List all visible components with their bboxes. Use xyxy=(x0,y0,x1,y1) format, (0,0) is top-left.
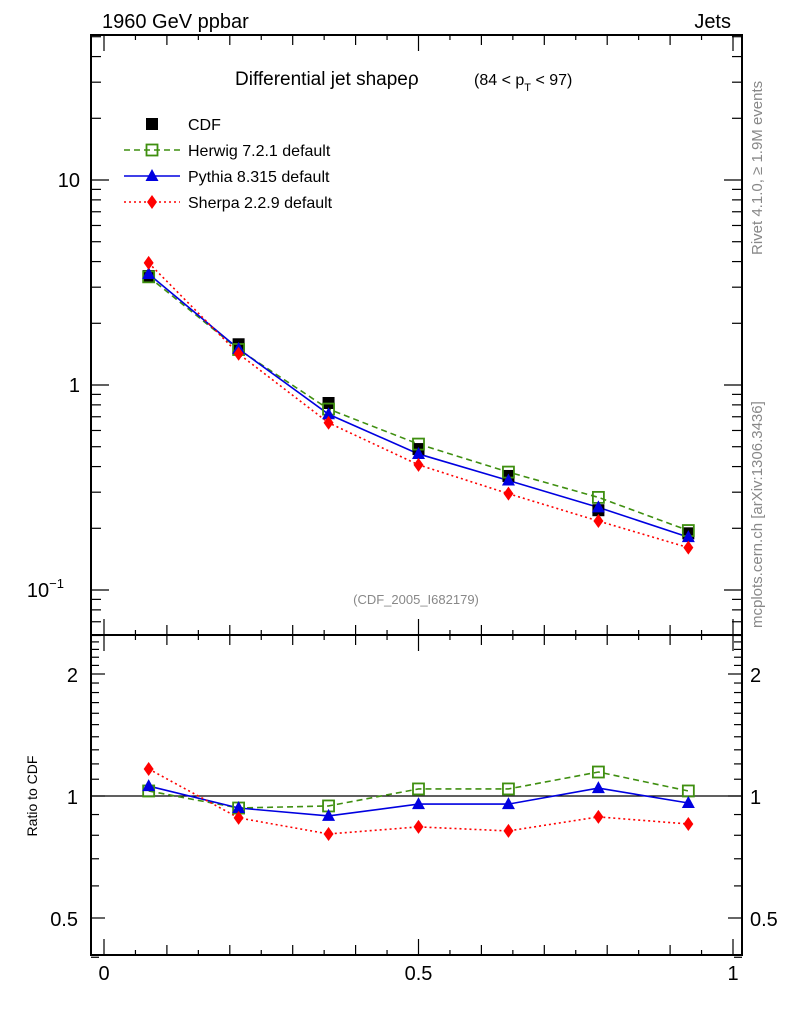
mcplots-label: mcplots.cern.ch [arXiv:1306.3436] xyxy=(749,401,766,628)
ratio-herwig-point xyxy=(412,782,425,796)
ratio-pythia-point xyxy=(232,801,246,814)
header-right: Jets xyxy=(694,11,731,33)
ratio-y-tick-label-left: 0.5 xyxy=(50,909,78,931)
ratio-y-tick-label-right: 1 xyxy=(750,787,761,809)
ratio-herwig-point xyxy=(591,765,605,779)
main-herwig-line xyxy=(148,276,689,532)
main-pythia-point xyxy=(591,500,605,513)
x-tick-label: 1 xyxy=(727,963,738,985)
legend-pythia-marker xyxy=(145,169,159,181)
ratio-panel-frame xyxy=(90,634,743,956)
header-left: 1960 GeV ppbar xyxy=(102,11,249,33)
main-pythia-point xyxy=(322,407,336,420)
ratio-y-tick-label-left: 2 xyxy=(67,665,78,687)
legend-cdf-marker xyxy=(146,118,158,130)
main-pythia-point xyxy=(142,266,156,279)
analysis-annotation: (CDF_2005_I682179) xyxy=(353,592,479,607)
ratio-y-tick-label-right: 0.5 xyxy=(750,909,778,931)
chart-title-range: (84 < pT < 97) xyxy=(474,72,572,94)
main-sherpa-point xyxy=(683,540,694,555)
ratio-pythia-point xyxy=(501,797,515,810)
exponent: −1 xyxy=(49,576,64,591)
main-y-tick-label: 10 xyxy=(58,170,80,192)
ratio-sherpa-point xyxy=(143,761,154,776)
main-sherpa-line xyxy=(148,262,689,549)
ratio-pythia-point xyxy=(681,796,695,809)
ratio-sherpa-point xyxy=(593,809,604,824)
legend-pythia-label: Pythia 8.315 default xyxy=(188,169,330,186)
main-sherpa-point xyxy=(593,514,604,529)
x-tick-label: 0 xyxy=(98,963,109,985)
main-sherpa-point xyxy=(413,457,424,472)
main-sherpa-point xyxy=(503,486,514,501)
ratio-pythia-point xyxy=(591,781,605,794)
ratio-pythia-point xyxy=(412,797,425,810)
ratio-sherpa-point xyxy=(413,819,424,834)
main-pythia-point xyxy=(681,530,695,543)
ratio-sherpa-point xyxy=(503,823,514,838)
x-tick-label: 0.5 xyxy=(405,963,433,985)
legend-cdf-label: CDF xyxy=(188,117,221,134)
legend-herwig-marker xyxy=(145,143,159,157)
ratio-y-tick-label-left: 1 xyxy=(67,787,78,809)
ratio-herwig-point xyxy=(502,782,515,796)
main-y-tick-label: 10−1 xyxy=(27,576,64,602)
main-pythia-line xyxy=(148,273,689,538)
main-sherpa-point xyxy=(323,415,334,430)
ratio-y-tick-label-right: 2 xyxy=(750,665,761,687)
ratio-sherpa-point xyxy=(683,816,694,831)
main-sherpa-point xyxy=(143,255,154,270)
main-sherpa-point xyxy=(233,346,244,361)
ratio-ylabel: Ratio to CDF xyxy=(24,756,40,837)
ratio-pythia-point xyxy=(322,808,336,821)
chart-title: Differential jet shapeρ xyxy=(235,69,419,90)
ratio-sherpa-point xyxy=(323,826,334,841)
legend-herwig-label: Herwig 7.2.1 default xyxy=(188,143,331,160)
main-y-tick-label: 1 xyxy=(69,375,80,397)
main-pythia-point xyxy=(501,473,515,486)
ratio-sherpa-point xyxy=(233,810,244,825)
legend-sherpa-marker xyxy=(147,195,157,209)
rivet-version-label: Rivet 4.1.0, ≥ 1.9M events xyxy=(749,81,766,255)
main-pythia-point xyxy=(412,446,425,459)
legend-sherpa-label: Sherpa 2.2.9 default xyxy=(188,195,333,212)
ratio-pythia-point xyxy=(142,779,156,792)
